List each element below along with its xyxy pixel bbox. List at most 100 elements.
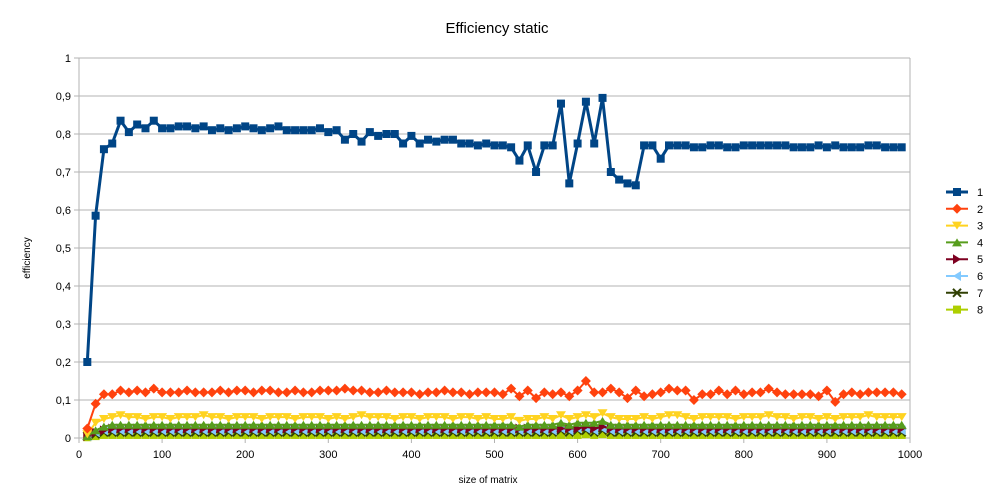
data-point bbox=[281, 413, 292, 422]
data-point bbox=[763, 420, 774, 429]
data-point bbox=[381, 413, 392, 422]
data-point bbox=[688, 420, 699, 429]
data-point bbox=[672, 411, 683, 420]
data-point bbox=[314, 385, 325, 396]
data-point bbox=[472, 387, 483, 398]
data-point bbox=[165, 415, 176, 423]
data-point bbox=[788, 420, 799, 429]
data-point bbox=[532, 168, 541, 176]
data-point bbox=[580, 411, 591, 420]
legend-marker bbox=[952, 288, 962, 298]
data-point bbox=[523, 430, 532, 439]
data-point bbox=[813, 391, 824, 402]
data-point bbox=[190, 420, 201, 429]
data-point bbox=[863, 411, 874, 420]
data-point bbox=[772, 420, 783, 429]
data-point bbox=[407, 430, 416, 439]
data-point bbox=[780, 420, 791, 429]
data-point bbox=[622, 415, 633, 423]
data-point bbox=[872, 141, 881, 150]
data-point bbox=[456, 413, 467, 422]
data-point bbox=[706, 141, 715, 150]
data-point bbox=[730, 415, 741, 423]
data-point bbox=[864, 141, 873, 150]
data-point bbox=[806, 430, 815, 439]
data-point bbox=[664, 411, 675, 420]
data-point bbox=[797, 143, 806, 152]
tick-labels: 0 0,1 0,2 0,3 0,4 0,5 0,6 0,7 0,8 0,9 1 0 100 200 300 4… bbox=[56, 53, 923, 461]
x-tick-label: 200 bbox=[236, 449, 254, 461]
data-point bbox=[623, 430, 632, 439]
data-point bbox=[573, 430, 582, 439]
data-point bbox=[324, 430, 333, 439]
data-point bbox=[822, 143, 831, 152]
data-point bbox=[274, 430, 283, 439]
data-point bbox=[216, 124, 225, 133]
data-point bbox=[374, 131, 383, 140]
data-point bbox=[897, 143, 906, 152]
data-point bbox=[182, 385, 193, 396]
data-point bbox=[539, 387, 550, 398]
data-point bbox=[806, 143, 815, 152]
data-point bbox=[615, 430, 624, 439]
data-point bbox=[489, 387, 500, 398]
data-point bbox=[531, 420, 542, 429]
data-point bbox=[773, 430, 782, 439]
data-point bbox=[564, 391, 575, 402]
data-point bbox=[756, 141, 765, 150]
data-point bbox=[256, 385, 267, 396]
data-point bbox=[115, 385, 126, 396]
data-point bbox=[764, 141, 773, 150]
data-point bbox=[888, 387, 899, 398]
data-point bbox=[191, 124, 200, 133]
legend-marker bbox=[952, 221, 962, 230]
data-point bbox=[821, 385, 832, 396]
data-point bbox=[482, 139, 491, 148]
data-point bbox=[374, 430, 383, 439]
data-point bbox=[231, 385, 242, 396]
data-point bbox=[315, 430, 324, 439]
data-point bbox=[630, 415, 641, 423]
data-point bbox=[173, 420, 184, 429]
data-point bbox=[738, 389, 749, 400]
series-4 bbox=[82, 416, 907, 441]
data-point bbox=[664, 420, 675, 429]
data-point bbox=[298, 420, 309, 429]
data-point bbox=[698, 143, 707, 152]
y-tick-label: 0,2 bbox=[56, 357, 71, 369]
data-point bbox=[256, 415, 267, 423]
legend-item-2: 2 bbox=[946, 203, 983, 216]
data-point bbox=[789, 430, 798, 439]
data-point bbox=[198, 411, 209, 420]
data-point bbox=[614, 387, 625, 398]
data-point bbox=[266, 124, 275, 133]
x-tick-label: 500 bbox=[485, 449, 503, 461]
x-tick-label: 700 bbox=[652, 449, 670, 461]
data-point bbox=[473, 141, 482, 150]
legend-marker bbox=[953, 271, 961, 281]
data-point bbox=[847, 143, 856, 152]
data-point bbox=[647, 389, 658, 400]
data-point bbox=[307, 126, 316, 135]
data-point bbox=[281, 387, 292, 398]
data-point bbox=[423, 387, 434, 398]
data-point bbox=[523, 141, 532, 150]
chart-title: Efficiency static bbox=[445, 20, 549, 37]
y-tick-label: 0,5 bbox=[56, 243, 71, 255]
data-point bbox=[91, 211, 100, 220]
data-point bbox=[266, 430, 275, 439]
x-tick-label: 900 bbox=[818, 449, 836, 461]
data-point bbox=[357, 430, 366, 439]
legend-marker bbox=[952, 203, 962, 214]
data-point bbox=[274, 122, 283, 131]
data-point bbox=[456, 420, 467, 429]
data-point bbox=[781, 141, 790, 150]
data-point bbox=[713, 413, 724, 422]
data-point bbox=[457, 430, 466, 439]
data-point bbox=[731, 143, 740, 152]
data-point bbox=[298, 387, 309, 398]
data-point bbox=[655, 413, 666, 422]
data-point bbox=[381, 385, 392, 396]
data-point bbox=[722, 413, 733, 422]
